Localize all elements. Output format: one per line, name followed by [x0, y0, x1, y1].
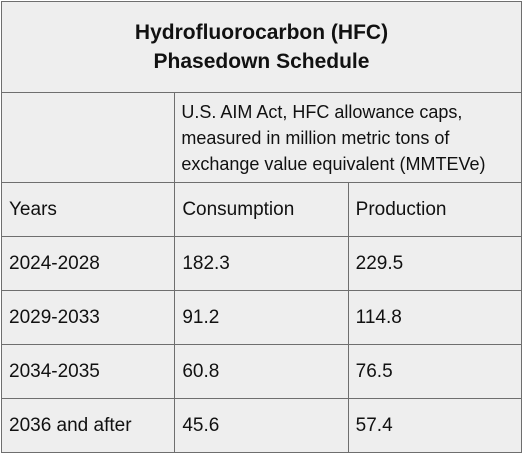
cell-years: 2024-2028	[0, 236, 176, 291]
note-row: U.S. AIM Act, HFC allowance caps, measur…	[0, 92, 522, 183]
cell-production: 229.5	[347, 236, 523, 291]
table-title: Hydrofluorocarbon (HFC) Phasedown Schedu…	[1, 1, 522, 93]
cell-consumption: 45.6	[174, 398, 349, 453]
title-row: Hydrofluorocarbon (HFC) Phasedown Schedu…	[1, 1, 522, 93]
table-row: 2024-2028 182.3 229.5	[0, 236, 523, 291]
cell-consumption: 91.2	[174, 290, 349, 345]
blank-cell	[0, 92, 176, 183]
header-consumption: Consumption	[174, 182, 349, 237]
cell-years: 2036 and after	[0, 398, 176, 453]
table-title-line-2: Phasedown Schedule	[153, 50, 370, 73]
cell-years: 2034-2035	[0, 344, 176, 399]
cell-consumption: 60.8	[174, 344, 349, 399]
cell-production: 114.8	[347, 290, 523, 345]
table-title-line-1: Hydrofluorocarbon (HFC)	[134, 21, 389, 44]
cell-production: 57.4	[347, 398, 523, 453]
header-row: Years Consumption Production	[0, 182, 523, 237]
table-note: U.S. AIM Act, HFC allowance caps, measur…	[174, 92, 522, 183]
header-production: Production	[347, 182, 523, 237]
table-row: 2036 and after 45.6 57.4	[0, 398, 523, 453]
table-row: 2034-2035 60.8 76.5	[0, 344, 523, 399]
cell-years: 2029-2033	[0, 290, 176, 345]
hfc-phasedown-table: Hydrofluorocarbon (HFC) Phasedown Schedu…	[0, 1, 523, 453]
cell-consumption: 182.3	[174, 236, 349, 291]
cell-production: 76.5	[347, 344, 523, 399]
header-years: Years	[0, 182, 176, 237]
table-row: 2029-2033 91.2 114.8	[0, 290, 523, 345]
